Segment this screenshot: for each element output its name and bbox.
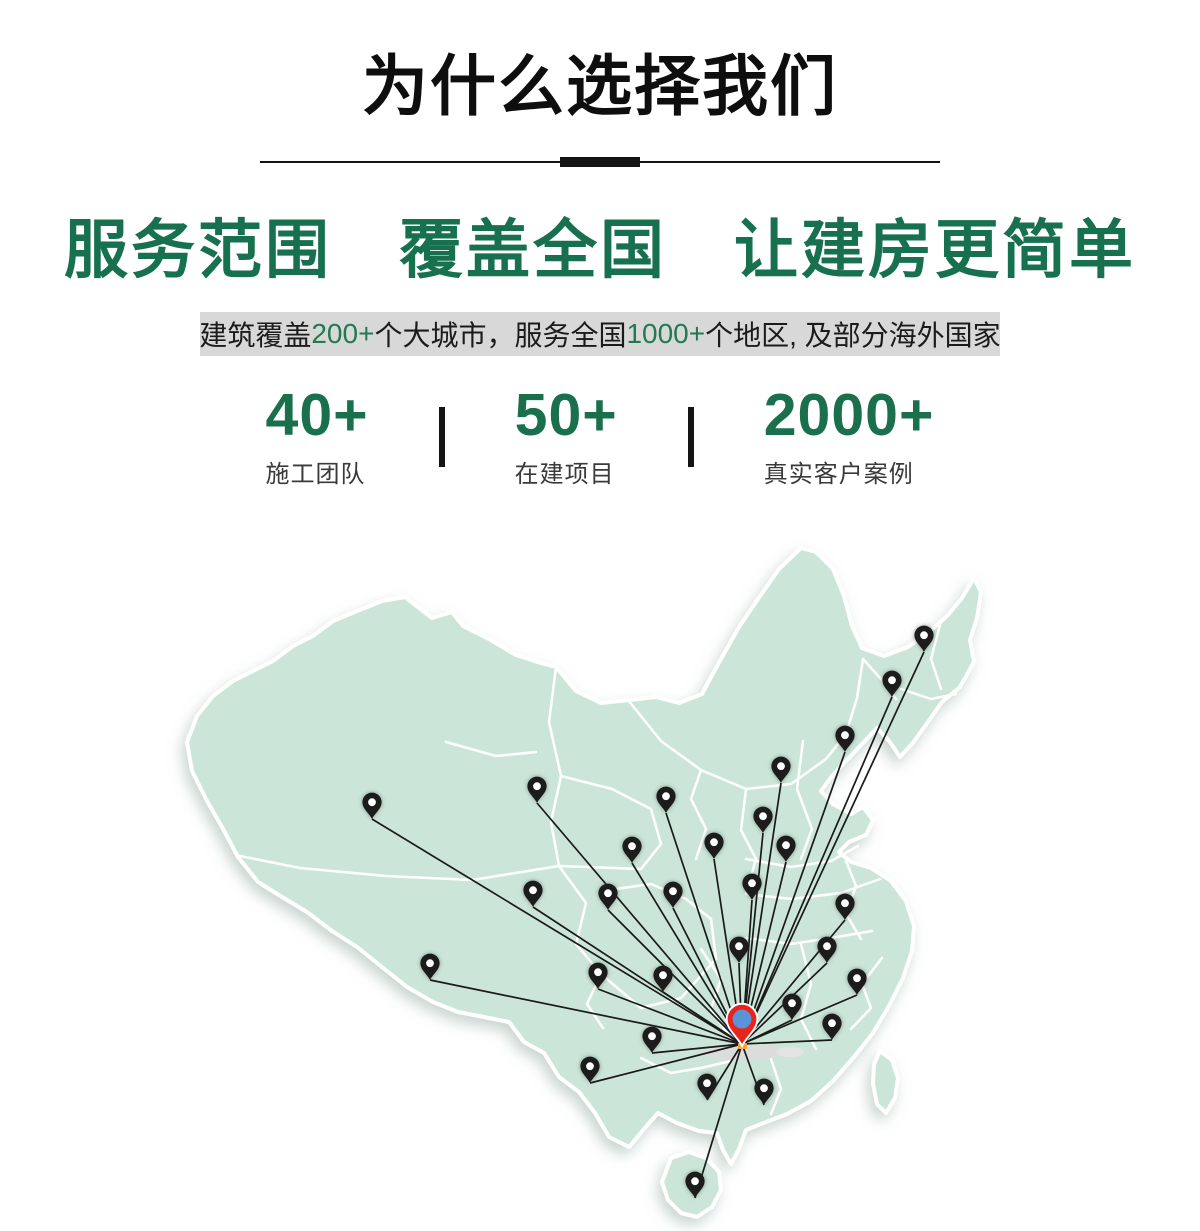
banner-highlight-cities: 200+ [311, 317, 375, 349]
coverage-line [741, 1019, 793, 1045]
map-pin [882, 670, 902, 697]
coverage-line [371, 818, 743, 1045]
stat-customer-cases: 2000+ 真实客户案例 [763, 381, 935, 489]
banner-highlight-regions: 1000+ [626, 317, 706, 349]
coverage-line [536, 802, 743, 1045]
map-pin [588, 962, 608, 989]
map-pin [729, 936, 749, 963]
coverage-line [694, 1043, 743, 1199]
map-pin [847, 968, 867, 995]
stat-label: 真实客户案例 [763, 460, 914, 488]
map-pin [835, 893, 855, 920]
banner-text: 个地区, 及部分海外国家 [705, 319, 1001, 351]
stat-value: 40+ [265, 381, 369, 448]
map-pin [420, 953, 440, 980]
coverage-line [741, 782, 782, 1045]
coverage-lines [371, 651, 925, 1199]
coverage-line [589, 1043, 743, 1084]
coverage-line [651, 1043, 743, 1054]
stats-row: 40+ 施工团队 50+ 在建项目 2000+ 真实客户案例 [0, 381, 1200, 489]
map-pin [653, 965, 673, 992]
map-pin [697, 1073, 717, 1100]
coverage-line [631, 862, 743, 1045]
map-pin [776, 835, 796, 862]
stat-divider [438, 407, 445, 468]
stat-active-projects: 50+ 在建项目 [514, 381, 618, 489]
coverage-line [741, 696, 893, 1045]
stat-label: 施工团队 [265, 460, 366, 488]
map-pin [753, 806, 773, 833]
coverage-line [665, 812, 743, 1045]
stat-divider [687, 407, 694, 468]
map-pin [817, 936, 837, 963]
map-pin [656, 786, 676, 813]
map-pin [742, 873, 762, 900]
map-pin [835, 725, 855, 752]
coverage-line [741, 994, 858, 1045]
map-pin [771, 756, 791, 783]
map-pin [754, 1078, 774, 1105]
title-divider [260, 156, 940, 167]
stat-value: 2000+ [763, 381, 935, 448]
coverage-line [741, 651, 925, 1045]
coverage-headline: 服务范围 覆盖全国 让建房更简单 [64, 213, 1136, 286]
taiwan-island [871, 1049, 900, 1115]
coverage-line [607, 909, 743, 1045]
coverage-line [741, 1039, 833, 1045]
map-pin [704, 832, 724, 859]
coverage-line [662, 991, 743, 1045]
coverage-line [597, 988, 743, 1045]
map-pin [663, 881, 683, 908]
coverage-line [429, 979, 743, 1045]
map-pin [527, 776, 547, 803]
section-content: 为什么选择我们 服务范围 覆盖全国 让建房更简单 建筑覆盖 200+ 个大城市，服务… [0, 0, 1200, 489]
map-pin [598, 883, 618, 910]
divider-center-block [560, 156, 640, 167]
map-pin [914, 625, 934, 652]
banner-text: 个大城市，服务全国 [374, 319, 627, 351]
city-pins [362, 625, 934, 1198]
coverage-banner: 建筑覆盖 200+ 个大城市，服务全国 1000+ 个地区, 及部分海外国家 [199, 311, 1001, 356]
stat-value: 50+ [514, 381, 618, 448]
stat-construction-teams: 40+ 施工团队 [265, 381, 369, 489]
map-pin [580, 1056, 600, 1083]
banner-text: 建筑覆盖 [199, 319, 312, 351]
coverage-line [741, 751, 846, 1045]
headquarters-pin [725, 1002, 759, 1049]
section-title: 为什么选择我们 [362, 49, 838, 123]
china-map-landmass [185, 546, 983, 1219]
map-pin [685, 1171, 705, 1198]
map-pin [362, 792, 382, 819]
map-pin [642, 1026, 662, 1053]
mainland-outline [185, 546, 983, 1166]
stat-label: 在建项目 [514, 460, 615, 488]
map-pin [782, 993, 802, 1020]
map-pin [523, 880, 543, 907]
map-pin [822, 1013, 842, 1040]
map-pin [622, 836, 642, 863]
